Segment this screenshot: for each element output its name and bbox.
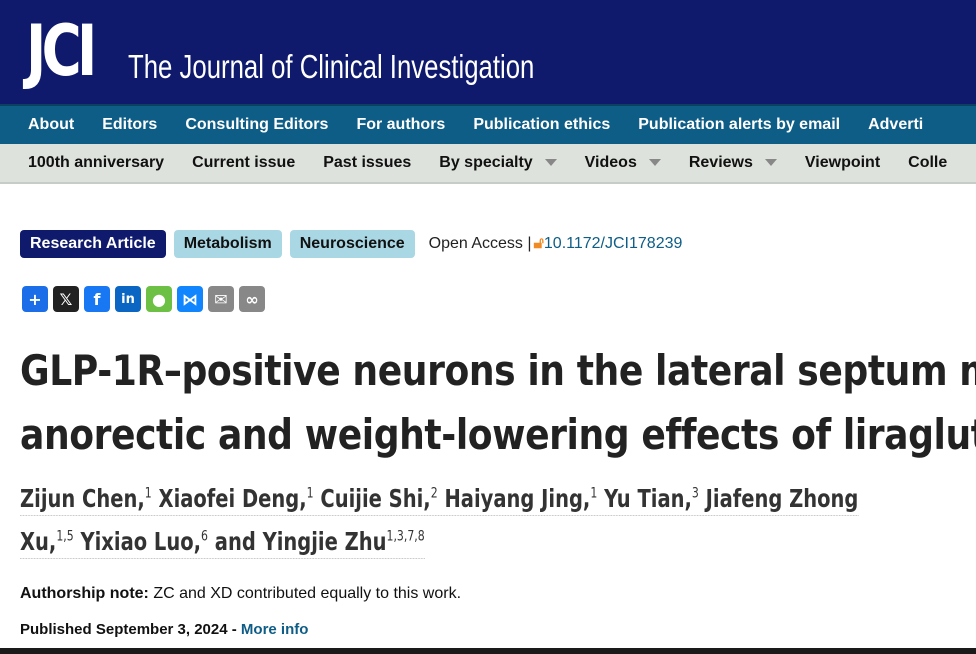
author-name[interactable]: Haiyang Jing, [444, 484, 591, 513]
primary-nav: About Editors Consulting Editors For author… [0, 104, 976, 144]
tag-metabolism[interactable]: Metabolism [173, 230, 282, 258]
authors-line-2: Xu,1,5 Yixiao Luo,6 and Yingjie Zhu1,3,7… [20, 527, 425, 559]
more-info-link[interactable]: More info [240, 621, 309, 638]
author-name[interactable]: Xu, [20, 527, 57, 556]
article-title-line-1: GLP-1R–positive neurons in the lateral s… [20, 346, 976, 395]
authorship-note: Authorship note: ZC and XD contributed e… [20, 585, 461, 603]
nav-item-label: Current issue [192, 154, 296, 171]
affiliation-ref[interactable]: 1 [144, 485, 152, 502]
affiliation-ref[interactable]: 1,5 [56, 528, 74, 545]
affiliation-ref[interactable]: 2 [430, 485, 438, 502]
nav-item-label: Past issues [323, 154, 412, 171]
article-tags: Research Article Metabolism Neuroscience… [20, 230, 682, 258]
nav-item[interactable]: By specialty [439, 154, 557, 172]
nav-item-label: Colle [908, 154, 948, 171]
email-icon[interactable]: ✉ [208, 286, 234, 312]
tag-research-article[interactable]: Research Article [20, 230, 166, 258]
nav-item[interactable]: About [28, 116, 75, 133]
nav-item-label: By specialty [439, 154, 533, 171]
author-name[interactable]: Jiafeng Zhong [705, 484, 859, 513]
published-info: Published September 3, 2024 - More info [20, 621, 308, 638]
nav-item-label: Viewpoint [804, 154, 881, 171]
nav-item[interactable]: 100th anniversary [28, 154, 164, 172]
nav-item[interactable]: Consulting Editors [185, 116, 329, 133]
site-header: JCI The Journal of Clinical Investigatio… [0, 0, 976, 104]
author-name[interactable]: Yixiao Luo, [80, 527, 202, 556]
author-name[interactable]: Xiaofei Deng, [158, 484, 307, 513]
open-access-icon: 🔓︎ [533, 235, 544, 252]
nav-item[interactable]: Publication ethics [473, 116, 611, 133]
share-plus-icon[interactable]: + [22, 286, 48, 312]
authorship-label: Authorship note: [20, 585, 149, 602]
affiliation-ref[interactable]: 1 [306, 485, 314, 502]
linkedin-icon[interactable]: in [115, 286, 141, 312]
chevron-down-icon[interactable] [648, 159, 661, 167]
secondary-nav: 100th anniversary Current issue Past issue… [0, 144, 976, 184]
author-name[interactable]: Zijun Chen, [20, 484, 145, 513]
author-name[interactable]: and Yingjie Zhu [214, 527, 387, 556]
wechat-icon[interactable]: ● [146, 286, 172, 312]
nav-item-label: Videos [584, 154, 637, 171]
nav-item[interactable]: Publication alerts by email [638, 116, 841, 133]
nav-item-label: Reviews [688, 154, 753, 171]
share-bar: + 𝕏 f in ● ⋈ ✉ ∞ [22, 286, 265, 312]
tag-neuroscience[interactable]: Neuroscience [289, 230, 415, 258]
nav-item[interactable]: Adverti [868, 116, 924, 133]
nav-item-label: 100th anniversary [28, 154, 165, 171]
bottom-bar [0, 648, 976, 654]
author-name[interactable]: Yu Tian, [604, 484, 692, 513]
affiliation-ref[interactable]: 3 [691, 485, 699, 502]
nav-item[interactable]: Reviews [689, 154, 777, 172]
jci-logo[interactable]: JCI [26, 10, 97, 92]
open-access-label: Open Access | [428, 235, 532, 252]
affiliation-ref[interactable]: 1 [590, 485, 598, 502]
x-icon[interactable]: 𝕏 [53, 286, 79, 312]
nav-item[interactable]: Past issues [323, 154, 411, 172]
affiliation-ref[interactable]: 1,3,7,8 [386, 528, 425, 545]
affiliation-ref[interactable]: 6 [201, 528, 208, 545]
bluesky-icon[interactable]: ⋈ [177, 286, 203, 312]
journal-title[interactable]: The Journal of Clinical Investigation [128, 48, 535, 85]
facebook-icon[interactable]: f [84, 286, 110, 312]
nav-item[interactable]: Current issue [192, 154, 295, 172]
nav-item[interactable]: For authors [356, 116, 446, 133]
authors-line-1: Zijun Chen,1 Xiaofei Deng,1 Cuijie Shi,2… [20, 484, 859, 516]
nav-item[interactable]: Colle [908, 154, 947, 172]
published-date: Published September 3, 2024 - [20, 621, 241, 638]
chevron-down-icon[interactable] [544, 159, 557, 167]
authorship-text: ZC and XD contributed equally to this wo… [148, 585, 462, 602]
article-title-line-2: anorectic and weight-lowering effects of… [20, 410, 976, 459]
nav-item[interactable]: Viewpoint [805, 154, 880, 172]
chevron-down-icon[interactable] [764, 159, 777, 167]
nav-item[interactable]: Editors [102, 116, 158, 133]
nav-item[interactable]: Videos [585, 154, 661, 172]
copy-link-icon[interactable]: ∞ [239, 286, 265, 312]
doi-link[interactable]: 10.1172/JCI178239 [543, 235, 683, 252]
author-name[interactable]: Cuijie Shi, [320, 484, 431, 513]
